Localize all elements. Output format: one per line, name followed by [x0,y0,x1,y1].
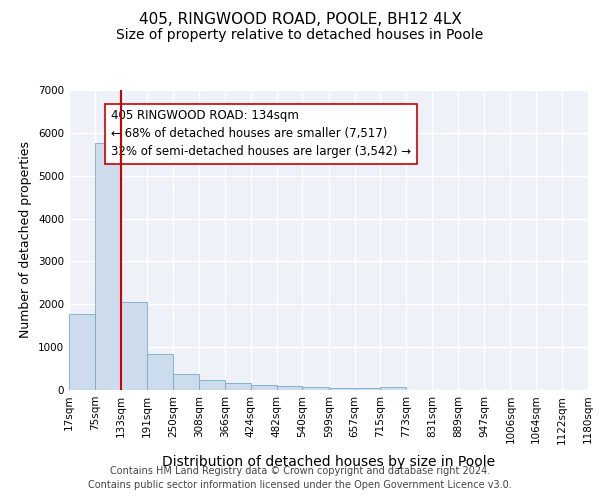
X-axis label: Distribution of detached houses by size in Poole: Distribution of detached houses by size … [162,454,495,468]
Text: 405 RINGWOOD ROAD: 134sqm
← 68% of detached houses are smaller (7,517)
32% of se: 405 RINGWOOD ROAD: 134sqm ← 68% of detac… [110,110,410,158]
Bar [380,386,406,390]
Bar [225,384,251,390]
Bar [277,386,302,390]
Bar [146,354,173,390]
Bar [302,387,329,390]
Bar [173,374,199,390]
Text: Contains HM Land Registry data © Crown copyright and database right 2024.
Contai: Contains HM Land Registry data © Crown c… [88,466,512,490]
Bar [199,380,225,390]
Text: Size of property relative to detached houses in Poole: Size of property relative to detached ho… [116,28,484,42]
Bar [329,388,355,390]
Text: 405, RINGWOOD ROAD, POOLE, BH12 4LX: 405, RINGWOOD ROAD, POOLE, BH12 4LX [139,12,461,28]
Y-axis label: Number of detached properties: Number of detached properties [19,142,32,338]
Bar [355,388,380,390]
Bar [95,143,121,390]
Bar [251,386,277,390]
Bar [69,314,95,390]
Bar [121,302,146,390]
